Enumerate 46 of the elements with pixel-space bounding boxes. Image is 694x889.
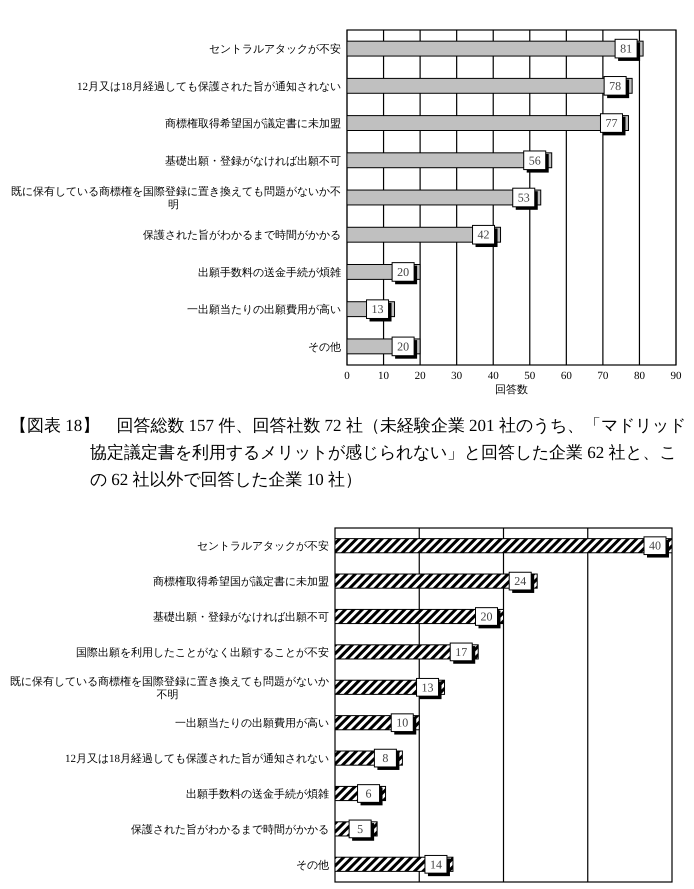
data-label: 6	[366, 786, 372, 800]
data-label: 5	[357, 822, 364, 836]
category-label: 保護された旨がわかるまで時間がかかる	[131, 824, 329, 836]
y-tick-label: 商標権取得希望国が議定書に未加盟	[165, 117, 341, 130]
category-label: 商標権取得希望国が議定書に未加盟	[153, 576, 329, 588]
data-label: 24	[514, 574, 526, 588]
y-tick-label: 保護された旨がわかるまで時間がかかる	[143, 228, 341, 242]
x-tick-label: 60	[560, 370, 572, 382]
y-tick-label: 出願手数料の送金手続が煩雑	[198, 266, 341, 279]
x-tick-label: 0	[344, 370, 350, 382]
x-axis-title: 回答数	[495, 384, 528, 396]
chart-title: 【図表 18】 回答総数 157 件、回答社数 72 社（未経験企業 201 社のうち、「マドリッド協定議定書を利用するメリットが感じられない」と回答した企業 62 社と、この 62 社以外で回答した企業 10 社）	[10, 415, 686, 491]
data-label: 42	[478, 228, 490, 242]
x-tick-label: 10	[378, 370, 390, 382]
category-label: 基礎出願・登録がなければ出願不可	[153, 612, 329, 624]
data-label: 40	[649, 538, 661, 553]
y-tick-label: 既に保有している商標権を国際登録に置き換えても問題がないか不明	[11, 185, 341, 211]
y-tick-label: 一出願当たりの出願費用が高い	[187, 303, 341, 316]
category-label: 12月又は18月経過しても保護された旨が通知されない	[65, 753, 329, 766]
x-tick-label: 90	[670, 370, 682, 382]
data-label: 20	[397, 264, 410, 279]
data-label: 8	[382, 751, 388, 766]
data-label: 20	[480, 610, 492, 624]
category-label: その他	[296, 859, 329, 872]
x-tick-label: 50	[524, 370, 536, 382]
category-label: 国際出願を利用したことがなく出願することが不安	[76, 646, 329, 659]
data-label: 81	[620, 42, 632, 56]
data-label: 78	[609, 78, 622, 93]
y-tick-label: 基礎出願・登録がなければ出願不可	[165, 154, 341, 168]
data-label: 20	[397, 339, 410, 354]
data-label: 13	[372, 302, 384, 316]
data-label: 77	[605, 116, 618, 130]
x-tick-label: 40	[488, 370, 500, 382]
x-tick-label: 80	[634, 370, 646, 382]
data-label: 53	[518, 190, 530, 204]
y-tick-label: セントラルアタックが不安	[209, 42, 341, 56]
data-label: 56	[528, 153, 541, 168]
y-tick-label: その他	[308, 341, 341, 354]
data-label: 10	[396, 716, 408, 730]
data-label: 13	[422, 680, 434, 694]
x-tick-label: 30	[451, 370, 463, 382]
x-tick-label: 20	[414, 370, 426, 382]
data-label: 17	[455, 644, 468, 659]
y-tick-label: 12月又は18月経過しても保護された旨が通知されない	[77, 80, 341, 93]
x-tick-label: 70	[597, 370, 609, 382]
data-label: 14	[430, 857, 442, 872]
